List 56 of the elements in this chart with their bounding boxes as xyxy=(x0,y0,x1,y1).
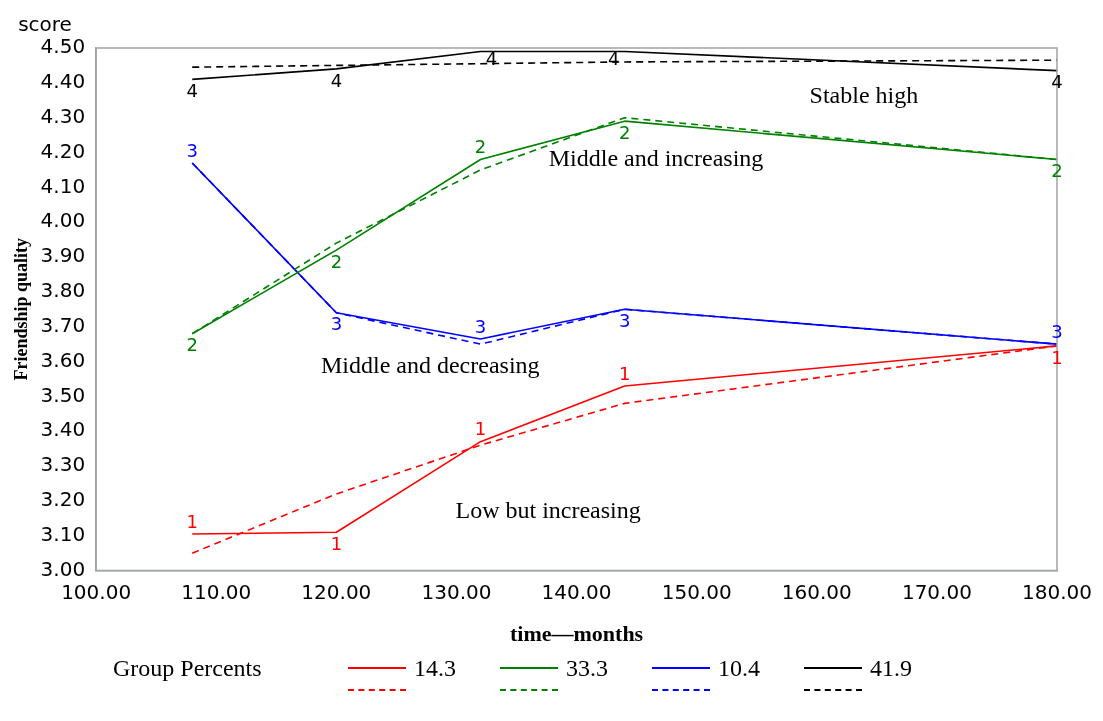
annotation: 2 xyxy=(330,250,343,272)
annotation: 4 xyxy=(1051,71,1063,93)
x-tick-label: 170.00 xyxy=(901,579,972,604)
y-tick-label: 4.00 xyxy=(40,208,86,233)
y-tick-label: 3.70 xyxy=(40,312,86,337)
y-tick-label: 3.90 xyxy=(40,243,86,268)
annotation: 1 xyxy=(330,532,343,554)
annotation: 4 xyxy=(186,80,198,102)
annotation: 4 xyxy=(485,48,498,70)
legend-title: Group Percents xyxy=(113,654,263,683)
y-tick-label: 4.20 xyxy=(40,138,86,163)
y-tick-label: 3.20 xyxy=(40,487,86,512)
y-tick-label: 3.40 xyxy=(40,417,86,442)
x-tick-label: 100.00 xyxy=(61,579,132,604)
annotation: 3 xyxy=(330,313,343,335)
x-tick-label: 120.00 xyxy=(301,579,372,604)
annotation: 2 xyxy=(1051,160,1063,182)
annotation: Middle and decreasing xyxy=(320,352,540,379)
y-tick-label: 4.50 xyxy=(40,34,86,59)
annotation: 2 xyxy=(618,121,631,143)
annotation: Low but increasing xyxy=(455,496,641,523)
legend-label: 10.4 xyxy=(718,654,760,682)
x-tick-label: 130.00 xyxy=(421,579,492,604)
y-tick-label: 3.00 xyxy=(40,556,86,581)
y-tick-label: 4.30 xyxy=(40,103,86,128)
annotation: 1 xyxy=(618,362,631,384)
y-axis-title: Friendship quality xyxy=(11,238,32,381)
x-axis-title: time—months xyxy=(509,621,644,647)
x-tick-label: 140.00 xyxy=(541,579,612,604)
annotation: Stable high xyxy=(809,81,919,108)
y-tick-label: 3.80 xyxy=(40,278,86,303)
y-tick-label: 4.40 xyxy=(40,69,86,94)
x-tick-label: 160.00 xyxy=(781,579,852,604)
annotation: 3 xyxy=(474,315,487,337)
x-tick-label: 110.00 xyxy=(181,579,252,604)
annotation: 4 xyxy=(330,69,343,91)
y-tick-label: 4.10 xyxy=(40,173,86,198)
legend-label: 14.3 xyxy=(414,654,456,682)
x-tick-label: 150.00 xyxy=(661,579,732,604)
y-tick-label: 3.50 xyxy=(40,382,86,407)
annotation: 1 xyxy=(1051,346,1063,368)
legend-label: 41.9 xyxy=(870,654,912,682)
x-tick-label: 180.00 xyxy=(1022,579,1092,604)
y-tick-label: 3.10 xyxy=(40,521,86,546)
annotation: 2 xyxy=(474,136,487,158)
annotation: 1 xyxy=(474,418,487,440)
annotation: 3 xyxy=(1051,320,1063,342)
annotation: 3 xyxy=(618,309,631,331)
annotation: Middle and increasing xyxy=(548,144,764,171)
text: score xyxy=(18,12,72,37)
annotation: 3 xyxy=(186,139,198,161)
y-tick-label: 3.60 xyxy=(40,347,86,372)
legend-label: 33.3 xyxy=(566,654,608,682)
y-tick-label: 3.30 xyxy=(40,452,86,477)
annotation: 2 xyxy=(186,334,198,356)
annotation: 1 xyxy=(186,510,198,532)
